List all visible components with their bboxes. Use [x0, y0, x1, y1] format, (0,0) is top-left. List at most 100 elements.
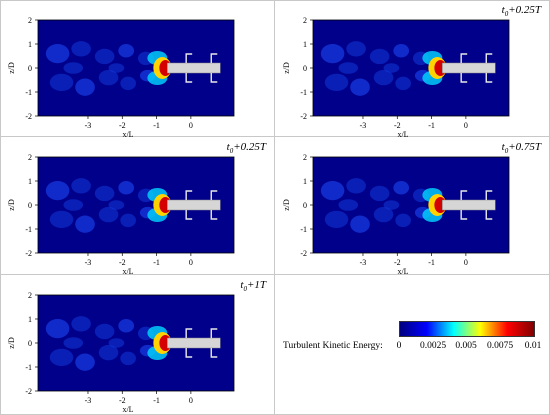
wake-eddy: [320, 44, 345, 64]
body: [442, 62, 496, 74]
y-tick-label: 2: [303, 153, 307, 162]
y-tick-label: -1: [25, 88, 32, 97]
colorbar-tick: 0.005: [455, 341, 477, 351]
fin: [485, 210, 493, 220]
y-tick-label: 2: [303, 16, 307, 25]
wake-eddy: [71, 178, 91, 194]
panel-2-title: t0+0.25T: [501, 4, 541, 19]
fin: [460, 210, 468, 220]
wake-eddy: [395, 76, 411, 91]
y-tick-label: -1: [25, 225, 32, 234]
wake-eddy: [45, 319, 70, 339]
wake-eddy: [383, 200, 400, 210]
fin: [485, 73, 493, 83]
plot-area: [37, 294, 235, 392]
grid-left-border: [0, 0, 1, 415]
y-tick-label: 2: [28, 153, 32, 162]
y-tick-label: 0: [28, 64, 32, 73]
y-tick-label: -2: [25, 112, 32, 121]
grid-row2-border: [0, 274, 550, 275]
wake-eddy: [98, 344, 119, 361]
y-tick-label: -1: [25, 363, 32, 372]
wake-eddy: [75, 353, 95, 371]
grid-top-border: [0, 0, 550, 1]
wake-eddy: [49, 348, 74, 367]
fin: [210, 73, 218, 83]
y-tick-label: -1: [300, 88, 307, 97]
wake-eddy: [49, 210, 74, 229]
wake-eddy: [63, 337, 84, 349]
panel-5-plot: 2 1 0 -1 -2 -3 -2 -1 0 x/L z/D: [7, 291, 235, 414]
x-tick-label: -3: [85, 258, 92, 267]
wake-eddy: [346, 41, 366, 57]
wake-eddy: [393, 181, 410, 195]
wake-eddy: [94, 323, 115, 340]
fin: [185, 53, 193, 63]
colorbar-gradient: [399, 321, 535, 337]
panel-3-plot: 2 1 0 -1 -2 -3 -2 -1 0 x/L z/D: [7, 153, 235, 276]
x-tick-label: -2: [119, 121, 126, 130]
y-tick-label: 2: [28, 291, 32, 300]
fin: [210, 210, 218, 220]
colorbar-tick: 0.0025: [419, 341, 447, 351]
plot-area: [37, 156, 235, 254]
wake-eddy: [338, 199, 359, 211]
x-axis-label: x/L: [397, 130, 408, 139]
wake-eddy: [350, 78, 370, 96]
wake-eddy: [98, 206, 119, 223]
fin: [185, 210, 193, 220]
wake-eddy: [118, 44, 135, 58]
wake-eddy: [63, 199, 84, 211]
plot-area: [312, 19, 510, 117]
wake-eddy: [108, 200, 125, 210]
fin: [210, 328, 218, 338]
x-tick-label: 0: [189, 396, 193, 405]
colorbar-tick: 0: [396, 341, 402, 351]
wake-eddy: [118, 181, 135, 195]
x-tick-label: 0: [189, 258, 193, 267]
wake-eddy: [346, 178, 366, 194]
wake-eddy: [393, 44, 410, 58]
x-tick-label: -1: [428, 258, 435, 267]
wake-eddy: [338, 62, 359, 74]
plot-area: [312, 156, 510, 254]
y-tick-label: -2: [25, 387, 32, 396]
x-tick-label: -3: [360, 258, 367, 267]
x-tick-label: -1: [153, 121, 160, 130]
x-tick-label: 0: [464, 121, 468, 130]
fin: [485, 190, 493, 200]
y-tick-label: 1: [303, 40, 307, 49]
x-tick-label: 0: [189, 121, 193, 130]
wake-eddy: [324, 210, 349, 229]
y-axis-label: z/D: [282, 199, 291, 211]
panel-5-title: t0+1T: [240, 279, 266, 294]
y-tick-label: 1: [28, 177, 32, 186]
x-tick-label: -1: [153, 396, 160, 405]
y-tick-label: 0: [303, 201, 307, 210]
panel-2: t0+0.25T 2 1 0 -1 -2 -3 -2 -1 0 x/L z/D: [275, 0, 549, 139]
fin: [210, 348, 218, 358]
x-tick-label: -2: [394, 258, 401, 267]
grid-mid-border: [274, 0, 275, 415]
panel-3: t0+0.25T 2 1 0 -1 -2 -3 -2 -1 0 x/L z/D: [0, 137, 274, 276]
body: [167, 337, 221, 349]
grid-row1-border: [0, 136, 550, 137]
panel-1: 2 1 0 -1 -2 -3 -2 -1 0 x/L z/D: [0, 0, 274, 139]
wake-eddy: [108, 338, 125, 348]
x-tick-label: -2: [119, 258, 126, 267]
wake-eddy: [108, 63, 125, 73]
y-tick-label: 1: [28, 40, 32, 49]
fin: [185, 348, 193, 358]
wake-eddy: [395, 213, 411, 228]
y-tick-label: 2: [28, 16, 32, 25]
wake-eddy: [63, 62, 84, 74]
wake-eddy: [120, 351, 136, 366]
y-axis-label: z/D: [7, 199, 16, 211]
x-axis-label: x/L: [122, 267, 133, 276]
fin: [210, 190, 218, 200]
x-tick-label: -2: [119, 396, 126, 405]
y-tick-label: -1: [300, 225, 307, 234]
wake-eddy: [75, 215, 95, 233]
y-axis-label: z/D: [282, 62, 291, 74]
body: [442, 199, 496, 211]
